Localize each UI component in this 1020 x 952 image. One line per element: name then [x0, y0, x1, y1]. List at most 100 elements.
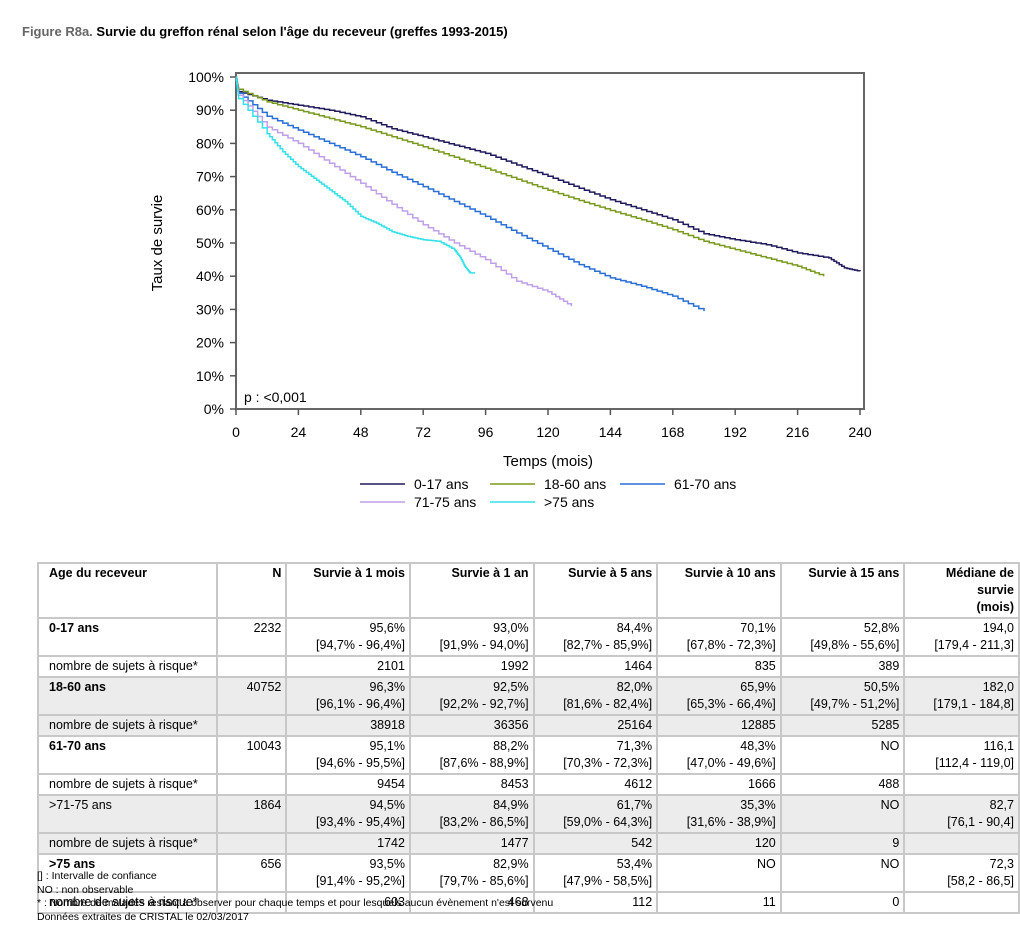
survival-cell: 53,4% [47,9% - 58,5%] — [532, 853, 659, 893]
column-header: Age du receveur — [36, 562, 219, 619]
at-risk-cell: 112 — [532, 891, 659, 914]
at-risk-cell — [903, 655, 1020, 678]
x-tick-label: 72 — [415, 424, 431, 440]
empty-cell — [216, 655, 288, 678]
survival-cell: 194,0 [179,4 - 211,3] — [903, 617, 1020, 657]
at-risk-cell: 8453 — [408, 773, 535, 796]
table-row: 0-17 ans 2232 95,6% [94,7% - 96,4%] 93,0% [91… — [36, 617, 1020, 657]
at-risk-cell: 9454 — [285, 773, 411, 796]
y-tick-label: 20% — [196, 335, 224, 351]
table-row: 18-60 ans 40752 96,3% [96,1% - 96,4%] 92,5%[… — [36, 676, 1020, 716]
at-risk-label: nombre de sujets à risque* — [36, 891, 219, 914]
at-risk-cell: 1666 — [656, 773, 782, 796]
empty-cell — [216, 773, 288, 796]
at-risk-cell — [903, 773, 1020, 796]
at-risk-row: nombre de sujets à risque* 2101 1992 1464 83… — [36, 655, 1020, 678]
y-tick-label: 0% — [204, 401, 224, 417]
x-tick-label: 216 — [786, 424, 810, 440]
at-risk-cell: 603 — [285, 891, 411, 914]
at-risk-label: nombre de sujets à risque* — [36, 773, 219, 796]
survival-cell: 84,4% [82,7% - 85,9%] — [532, 617, 659, 657]
x-axis-label: Temps (mois) — [503, 453, 593, 470]
at-risk-cell: 120 — [656, 832, 782, 855]
survival-cell: NO — [656, 853, 782, 893]
table-row: >71-75 ans 1864 94,5% [93,4% - 95,4%] 84,9%[… — [36, 794, 1020, 834]
y-tick-label: 10% — [196, 368, 224, 384]
survival-cell: 94,5% [93,4% - 95,4%] — [285, 794, 411, 834]
column-header: N — [216, 562, 288, 619]
column-header: Survie à 5 ans — [532, 562, 659, 619]
at-risk-row: nombre de sujets à risque* 9454 8453 4612 16… — [36, 773, 1020, 796]
figure-title: Figure R8a. Survie du greffon rénal selo… — [22, 24, 508, 39]
x-tick-label: 48 — [353, 424, 369, 440]
at-risk-cell: 4612 — [532, 773, 659, 796]
group-n: 40752 — [216, 676, 288, 716]
at-risk-cell — [903, 714, 1020, 737]
y-tick-label: 70% — [196, 169, 224, 185]
column-header: Médiane de survie (mois) — [903, 562, 1020, 619]
x-tick-label: 168 — [661, 424, 685, 440]
group-label: 18-60 ans — [36, 676, 219, 716]
survival-cell: 35,3% [31,6% - 38,9%] — [656, 794, 782, 834]
survival-cell: 82,9% [79,7% - 85,6%] — [408, 853, 535, 893]
y-tick-label: 60% — [196, 202, 224, 218]
x-tick-label: 96 — [478, 424, 494, 440]
y-tick-label: 100% — [188, 69, 224, 85]
legend-label-3: 71-75 ans — [414, 494, 476, 510]
figure-label: Figure R8a. — [22, 24, 93, 39]
survival-cell: NO — [779, 794, 906, 834]
at-risk-cell: 5285 — [779, 714, 906, 737]
series-line-0 — [235, 76, 861, 272]
series-line-1 — [235, 76, 825, 277]
at-risk-cell: 389 — [779, 655, 906, 678]
at-risk-label: nombre de sujets à risque* — [36, 832, 219, 855]
group-n: 10043 — [216, 735, 288, 775]
empty-cell — [216, 832, 288, 855]
x-tick-label: 24 — [291, 424, 307, 440]
legend-label-4: >75 ans — [544, 494, 594, 510]
at-risk-row: nombre de sujets à risque* 1742 1477 542 120… — [36, 832, 1020, 855]
x-tick-label: 120 — [536, 424, 560, 440]
survival-cell: 70,1% [67,8% - 72,3%] — [656, 617, 782, 657]
survival-cell: 50,5% [49,7% - 51,2%] — [779, 676, 906, 716]
footnote: [] : Intervalle de confiance — [37, 870, 157, 882]
group-label: 0-17 ans — [36, 617, 219, 657]
survival-cell: 52,8% [49,8% - 55,6%] — [779, 617, 906, 657]
at-risk-cell: 1992 — [408, 655, 535, 678]
at-risk-row: nombre de sujets à risque* 603 468 112 11 0 — [36, 891, 1020, 914]
table-row: >75 ans 656 93,5% [91,4% - 95,2%] 82,9% [79,7… — [36, 853, 1020, 893]
group-n: 656 — [216, 853, 288, 893]
footnotes: [] : Intervalle de confiance NO : non obs… — [37, 870, 553, 924]
at-risk-cell — [903, 832, 1020, 855]
at-risk-cell: 11 — [656, 891, 782, 914]
survival-cell: 95,1% [94,6% - 95,5%] — [285, 735, 411, 775]
group-label: 61-70 ans — [36, 735, 219, 775]
at-risk-cell: 12885 — [656, 714, 782, 737]
at-risk-cell: 468 — [408, 891, 535, 914]
survival-cell: 84,9% [83,2% - 86,5%] — [408, 794, 535, 834]
column-header: Survie à 15 ans — [779, 562, 906, 619]
footnote: Données extraites de CRISTAL le 02/03/20… — [37, 910, 249, 923]
survival-cell: 65,9% [65,3% - 66,4%] — [656, 676, 782, 716]
table-row: 61-70 ans 10043 95,1% [94,6% - 95,5%] 88,2%[… — [36, 735, 1020, 775]
column-header: Survie à 1 mois — [285, 562, 411, 619]
survival-chart: 0% 10% 20% 30% 40% 50% 60% 70% 80% 90% 100% 0 24 48 72… — [149, 69, 872, 510]
at-risk-cell — [903, 891, 1020, 914]
survival-cell: 116,1 [112,4 - 119,0] — [903, 735, 1020, 775]
empty-cell — [216, 891, 288, 914]
survival-cell: 92,5% [92,2% - 92,7%] — [408, 676, 535, 716]
survival-cell: 88,2% [87,6% - 88,9%] — [408, 735, 535, 775]
series-line-2 — [235, 76, 705, 312]
y-tick-label: 90% — [196, 102, 224, 118]
group-n: 1864 — [216, 794, 288, 834]
survival-cell: 182,0 [179,1 - 184,8] — [903, 676, 1020, 716]
survival-cell: NO — [779, 735, 906, 775]
group-label: >75 ans — [36, 853, 219, 893]
x-tick-label: 0 — [232, 424, 240, 440]
survival-table: Age du receveur N Survie à 1 mois Survie à … — [36, 562, 1020, 914]
survival-cell: 82,0% [81,6% - 82,4%] — [532, 676, 659, 716]
y-tick-label: 30% — [196, 301, 224, 317]
legend-label-2: 61-70 ans — [674, 476, 736, 492]
figure-title-text: Survie du greffon rénal selon l'âge du r… — [96, 24, 508, 39]
survival-cell: 72,3 [58,2 - 86,5] — [903, 853, 1020, 893]
